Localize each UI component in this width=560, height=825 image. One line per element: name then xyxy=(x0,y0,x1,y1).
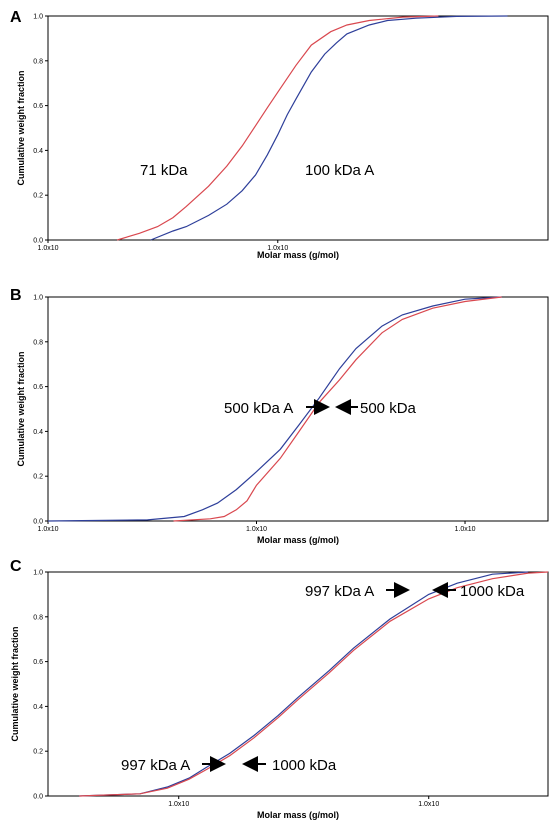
x-tick-label: 1.0x10 xyxy=(455,526,476,533)
annotation-1000kda-bottom: 1000 kDa xyxy=(272,757,337,774)
y-tick-label: 0.0 xyxy=(33,794,43,801)
plot-frame xyxy=(47,571,549,797)
x-tick-label: 1.0x10 xyxy=(246,526,267,533)
y-axis-label: Cumulative weight fraction xyxy=(16,70,26,185)
x-axis-label: Molar mass (g/mol) xyxy=(257,250,339,260)
y-tick-label: 0.0 xyxy=(33,238,43,245)
panel-label: C xyxy=(10,558,22,575)
red-series-line xyxy=(117,15,439,241)
x-tick-label: 1.0x10 xyxy=(37,245,58,252)
panel-b: B 0.0 0.2 0.4 0.6 0.8 1.0 1.0x10 1.0x10 1.0x10 M… xyxy=(10,287,549,545)
y-tick-label: 1.0 xyxy=(33,295,43,302)
y-tick-label: 0.8 xyxy=(33,614,43,621)
red-series-line xyxy=(173,296,502,522)
red-series-line xyxy=(79,571,549,797)
annotation-997kda-a-top: 997 kDa A xyxy=(305,583,374,600)
panel-label: B xyxy=(10,287,22,304)
series-lines xyxy=(47,296,502,522)
panel-a: A 0.0 0.2 0.4 0.6 0.8 1.0 1.0x10 1.0x10 Molar m… xyxy=(10,9,549,260)
annotation-500kda-a: 500 kDa A xyxy=(224,400,293,417)
annotation-500kda: 500 kDa xyxy=(360,400,417,417)
y-tick-label: 0.6 xyxy=(33,103,43,110)
y-tick-label: 0.8 xyxy=(33,58,43,65)
y-tick-label: 0.2 xyxy=(33,474,43,481)
y-tick-label: 0.4 xyxy=(33,704,43,711)
x-tick-label: 1.0x10 xyxy=(418,801,439,808)
blue-series-line xyxy=(150,15,508,241)
axis-ticks: 0.0 0.2 0.4 0.6 0.8 1.0 1.0x10 1.0x10 xyxy=(33,14,288,253)
axis-ticks: 0.0 0.2 0.4 0.6 0.8 1.0 1.0x10 1.0x10 xyxy=(33,570,439,809)
y-tick-label: 0.0 xyxy=(33,519,43,526)
y-tick-label: 0.4 xyxy=(33,429,43,436)
y-tick-label: 0.4 xyxy=(33,148,43,155)
axis-ticks: 0.0 0.2 0.4 0.6 0.8 1.0 1.0x10 1.0x10 1.0x10 xyxy=(33,295,475,534)
plot-frame xyxy=(47,296,549,522)
series-lines xyxy=(117,15,508,241)
x-tick-label: 1.0x10 xyxy=(37,526,58,533)
y-tick-label: 1.0 xyxy=(33,14,43,21)
panel-label: A xyxy=(10,9,22,26)
y-tick-label: 0.2 xyxy=(33,193,43,200)
x-tick-label: 1.0x10 xyxy=(168,801,189,808)
blue-series-line xyxy=(47,296,502,522)
annotation-1000kda-top: 1000 kDa xyxy=(460,583,525,600)
y-tick-label: 1.0 xyxy=(33,570,43,577)
annotation-100kda-a: 100 kDa A xyxy=(305,162,374,179)
y-tick-label: 0.6 xyxy=(33,659,43,666)
x-axis-label: Molar mass (g/mol) xyxy=(257,810,339,820)
y-axis-label: Cumulative weight fraction xyxy=(16,351,26,466)
panel-c: C 0.0 0.2 0.4 0.6 0.8 1.0 1.0x10 1.0x10 Molar m… xyxy=(10,558,549,820)
annotation-997kda-a-bottom: 997 kDa A xyxy=(121,757,190,774)
annotation-71kda: 71 kDa xyxy=(140,162,188,179)
y-tick-label: 0.6 xyxy=(33,384,43,391)
x-tick-label: 1.0x10 xyxy=(267,245,288,252)
plot-frame xyxy=(47,15,549,241)
y-axis-label: Cumulative weight fraction xyxy=(10,626,20,741)
y-tick-label: 0.2 xyxy=(33,749,43,756)
x-axis-label: Molar mass (g/mol) xyxy=(257,535,339,545)
y-tick-label: 0.8 xyxy=(33,339,43,346)
